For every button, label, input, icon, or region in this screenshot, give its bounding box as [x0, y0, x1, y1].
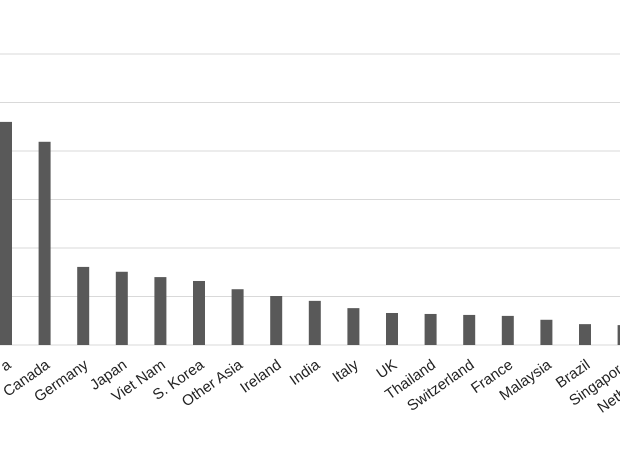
x-tick-label: India: [287, 356, 324, 389]
bar: [463, 314, 476, 345]
bar: [38, 141, 51, 345]
bar: [154, 277, 167, 345]
bar: [386, 312, 398, 345]
bar: [540, 319, 553, 345]
bar: [501, 315, 514, 345]
bar: [617, 325, 620, 345]
bar: [270, 296, 283, 345]
bar: [347, 308, 360, 345]
bar: [0, 121, 12, 346]
bar: [308, 300, 321, 345]
bar: [231, 289, 244, 345]
bar: [77, 266, 90, 345]
bar: [579, 324, 591, 345]
x-tick-label: Ireland: [237, 356, 284, 396]
x-tick-label: a: [0, 356, 15, 375]
x-tick-label: Italy: [329, 356, 362, 386]
bar: [424, 313, 437, 345]
bar: [115, 271, 128, 345]
bar: [193, 280, 205, 345]
